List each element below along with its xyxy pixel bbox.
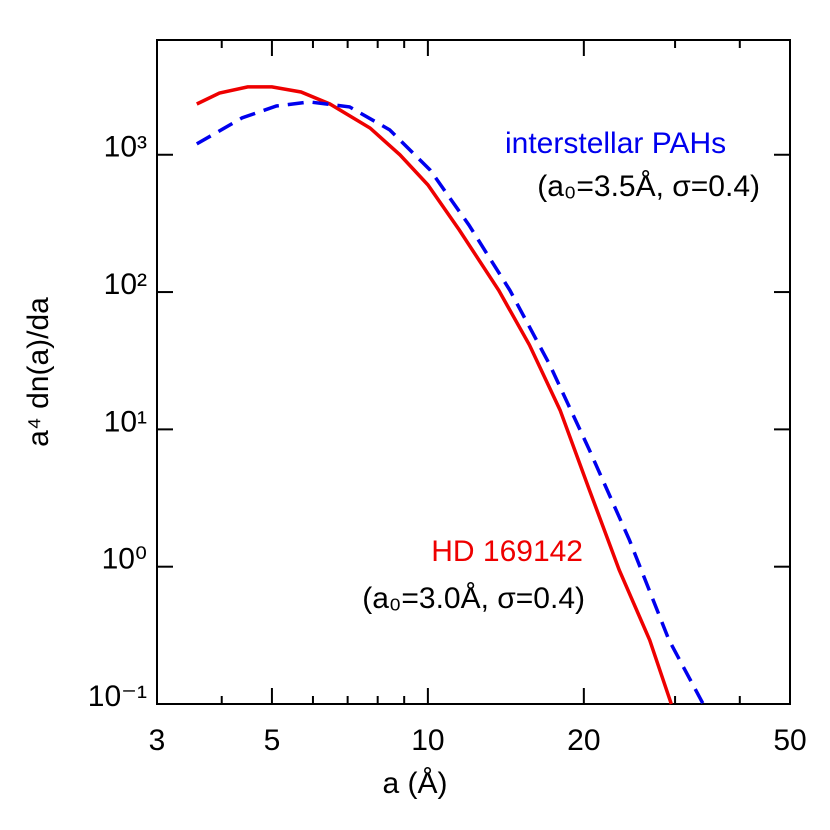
annotation: (a₀=3.5Å, σ=0.4) <box>537 170 760 203</box>
x-tick-label: 50 <box>773 724 806 757</box>
y-tick-label: 10⁰ <box>102 543 147 576</box>
y-tick-label: 10³ <box>104 131 147 164</box>
plot-frame <box>156 39 791 705</box>
y-tick-label: 10⁻¹ <box>88 680 147 713</box>
x-tick-label: 3 <box>149 724 166 757</box>
x-tick-label: 20 <box>567 724 600 757</box>
y-tick-label: 10¹ <box>104 405 147 438</box>
x-tick-label: 10 <box>411 724 444 757</box>
y-axis-label: a⁴ dn(a)/da <box>22 297 55 447</box>
y-tick-label: 10² <box>104 268 147 301</box>
annotation: interstellar PAHs <box>505 127 726 160</box>
annotation: (a₀=3.0Å, σ=0.4) <box>362 582 585 615</box>
x-tick-label: 5 <box>264 724 281 757</box>
annotation: HD 169142 <box>431 535 583 568</box>
line-series <box>196 85 673 705</box>
x-axis-label: a (Å) <box>382 767 447 800</box>
